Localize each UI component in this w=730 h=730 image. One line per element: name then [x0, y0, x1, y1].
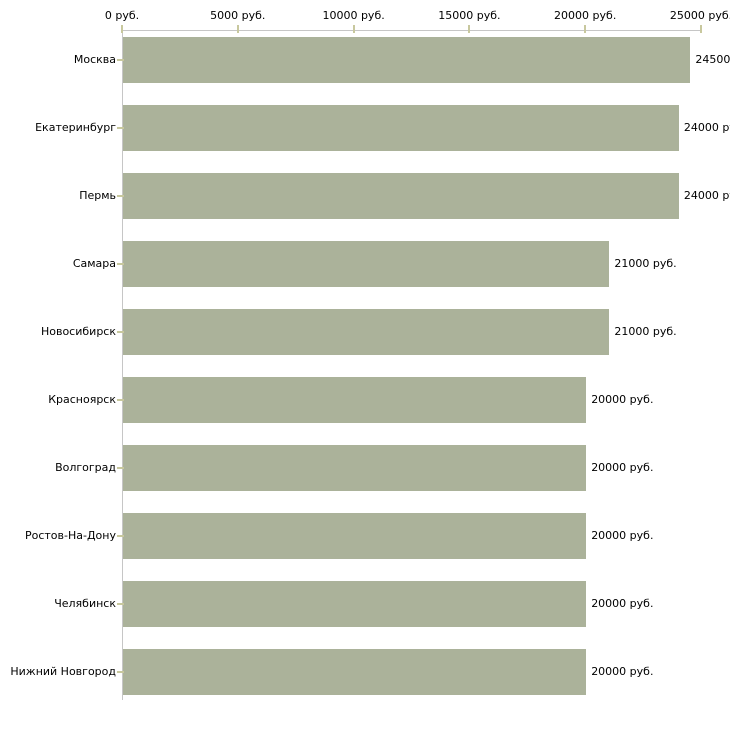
value-label: 21000 руб.	[614, 324, 677, 338]
bar	[123, 172, 679, 219]
y-axis-tick	[117, 58, 124, 61]
category-label: Самара	[72, 256, 116, 270]
bar	[123, 580, 587, 627]
value-label: 20000 руб.	[591, 596, 654, 610]
x-axis-tick-label: 5000 руб.	[210, 9, 266, 22]
value-label: 24000 руб.	[683, 120, 730, 134]
bar	[123, 240, 610, 287]
x-axis-tick	[121, 25, 123, 33]
y-axis-tick	[117, 194, 124, 197]
y-axis-line	[122, 30, 123, 700]
x-axis-line	[122, 30, 701, 31]
category-label: Челябинск	[54, 596, 116, 610]
y-axis-tick	[117, 534, 124, 537]
bar	[123, 444, 587, 491]
value-label: 20000 руб.	[591, 664, 654, 678]
x-axis-tick	[468, 25, 471, 33]
y-axis-tick	[117, 670, 124, 673]
x-axis-tick	[236, 25, 239, 33]
value-label: 24000 руб.	[683, 188, 730, 202]
category-label: Нижний Новгород	[10, 664, 116, 678]
bar	[123, 512, 587, 559]
y-axis-tick	[117, 126, 124, 129]
x-axis-tick-label: 0 руб.	[104, 9, 140, 22]
category-label: Красноярск	[48, 392, 116, 406]
x-axis-tick-label: 25000 руб.	[669, 9, 730, 22]
bar	[123, 308, 610, 355]
category-label: Новосибирск	[40, 324, 116, 338]
y-axis-tick	[117, 466, 124, 469]
category-label: Москва	[73, 52, 116, 66]
y-axis-tick	[117, 398, 124, 401]
y-axis-tick	[117, 262, 124, 265]
x-axis-tick-label: 15000 руб.	[438, 9, 501, 22]
category-label: Ростов-На-Дону	[24, 528, 116, 542]
y-axis-tick	[117, 330, 124, 333]
x-axis-tick	[352, 25, 355, 33]
x-axis-tick-label: 20000 руб.	[554, 9, 617, 22]
x-axis-tick	[700, 25, 702, 33]
category-label: Екатеринбург	[35, 120, 116, 134]
value-label: 20000 руб.	[591, 392, 654, 406]
value-label: 24500 руб.	[695, 52, 730, 66]
bar	[123, 36, 691, 83]
value-label: 20000 руб.	[591, 460, 654, 474]
bar	[123, 104, 679, 151]
y-axis-tick	[117, 602, 124, 605]
bar	[123, 648, 587, 695]
x-axis-tick	[584, 25, 587, 33]
x-axis-tick-label: 10000 руб.	[322, 9, 385, 22]
value-label: 21000 руб.	[614, 256, 677, 270]
bar	[123, 376, 587, 423]
value-label: 20000 руб.	[591, 528, 654, 542]
category-label: Волгоград	[55, 460, 116, 474]
category-label: Пермь	[79, 188, 116, 202]
